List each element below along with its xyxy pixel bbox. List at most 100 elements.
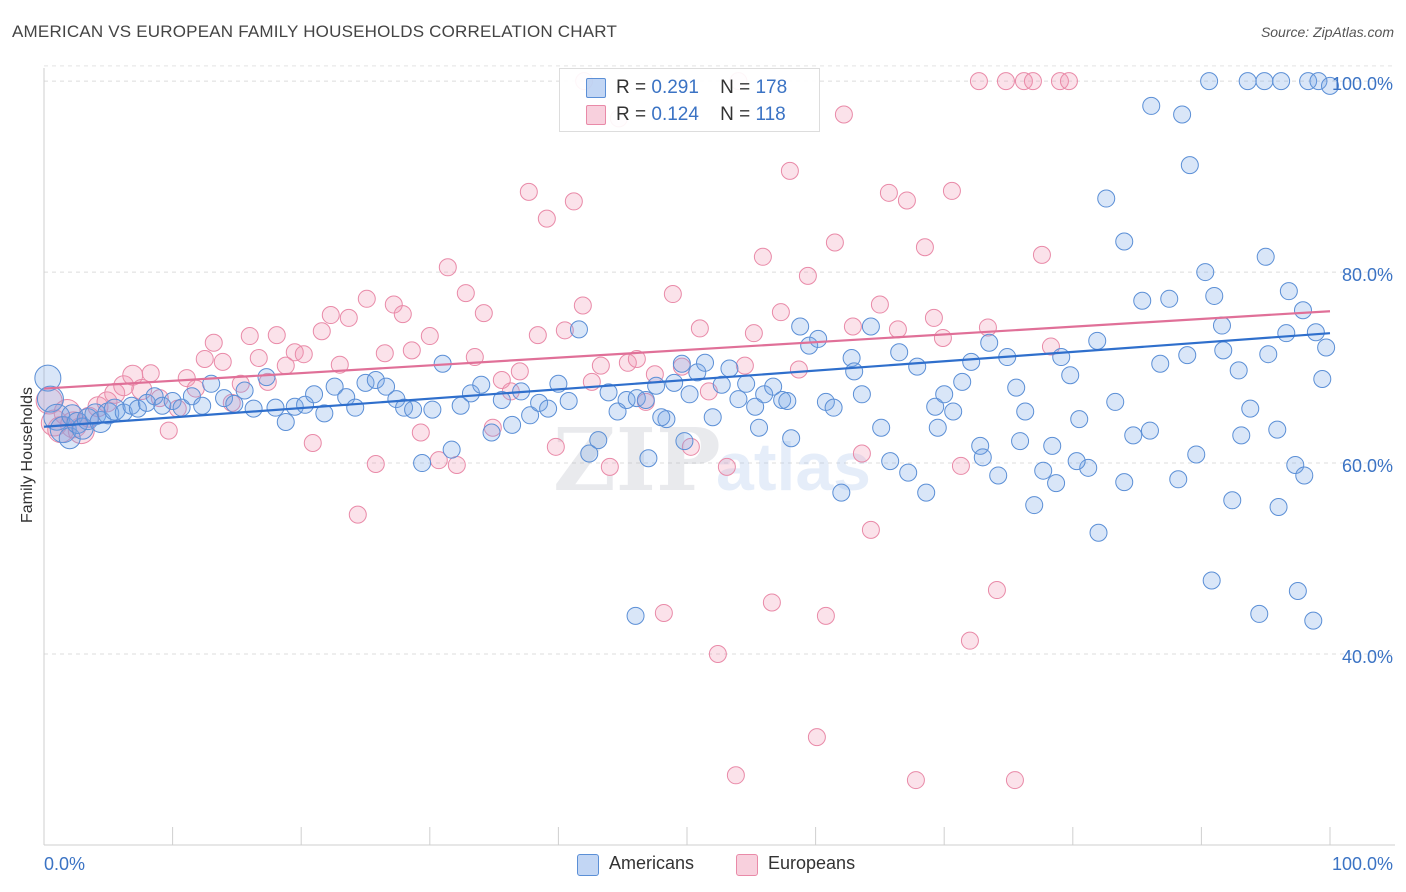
axes [43, 68, 1395, 846]
americans-point [672, 354, 691, 373]
americans-point [973, 448, 992, 467]
europeans-point [537, 209, 556, 228]
europeans-point [978, 318, 997, 337]
americans-point [636, 391, 655, 410]
europeans-point [933, 328, 952, 347]
europeans-point [654, 603, 673, 622]
europeans-point [1005, 771, 1024, 790]
europeans-point [1023, 72, 1042, 91]
europeans-point [951, 456, 970, 475]
americans-point [1317, 338, 1336, 357]
americans-point [36, 385, 64, 413]
americans-point [1196, 263, 1215, 282]
europeans-point [888, 320, 907, 339]
americans-point [153, 396, 172, 415]
europeans-point [870, 295, 889, 314]
americans-point [845, 362, 864, 381]
europeans-point [771, 303, 790, 322]
americans-point [842, 349, 861, 368]
americans-point [729, 390, 748, 409]
americans-point [791, 317, 810, 336]
y-axis-label: Family Households [19, 386, 36, 524]
americans-point [1169, 470, 1188, 489]
europeans-point [708, 645, 727, 664]
watermark-text: ZIP [553, 410, 721, 511]
americans-point [266, 398, 285, 417]
europeans-point [924, 308, 943, 327]
americans-point [750, 418, 769, 437]
americans-point [1142, 96, 1161, 115]
europeans-point [807, 728, 826, 747]
americans-swatch [586, 78, 606, 98]
europeans-point [528, 326, 547, 345]
europeans-point [510, 362, 529, 381]
americans-point [315, 404, 334, 423]
americans-point [626, 606, 645, 625]
europeans-point [996, 72, 1015, 91]
americans-point [423, 400, 442, 419]
americans-point [1277, 324, 1296, 343]
r-label: R = [616, 77, 647, 98]
americans-legend-label: Americans [609, 853, 695, 873]
europeans-point [942, 181, 961, 200]
americans-point [377, 377, 396, 396]
americans-point [935, 385, 954, 404]
americans-point [1238, 72, 1257, 91]
europeans-swatch [586, 105, 606, 125]
americans-point [652, 408, 671, 427]
americans-point [1306, 323, 1325, 342]
americans-point [1299, 72, 1318, 91]
americans-point [680, 385, 699, 404]
americans-point [1173, 105, 1192, 124]
x-tick-label: 100.0% [1332, 854, 1393, 874]
americans-point [215, 389, 234, 408]
americans-point [482, 423, 501, 442]
americans-point [852, 385, 871, 404]
americans-point [163, 391, 182, 410]
americans-point [599, 383, 618, 402]
americans-point [1097, 189, 1116, 208]
europeans-point [879, 183, 898, 202]
n-label: N = [720, 104, 751, 125]
europeans-point [366, 455, 385, 474]
europeans-point [375, 344, 394, 363]
europeans-point [762, 593, 781, 612]
americans-point [1229, 361, 1248, 380]
americans-point [703, 408, 722, 427]
americans-point [627, 389, 646, 408]
americans-point [1151, 354, 1170, 373]
americans-point [569, 320, 588, 339]
europeans-point [690, 319, 709, 338]
americans-point [1106, 392, 1125, 411]
europeans-point [195, 349, 214, 368]
europeans-point [384, 295, 403, 314]
americans-point [413, 454, 432, 473]
americans-point [1293, 301, 1312, 320]
europeans-points [35, 72, 1078, 790]
europeans-point [780, 161, 799, 180]
europeans-point [546, 437, 565, 456]
y-tick-label: 100.0% [1332, 74, 1393, 94]
americans-point [356, 373, 375, 392]
americans-point [235, 381, 254, 400]
americans-point [492, 391, 511, 410]
americans-point [1256, 247, 1275, 266]
americans-point [580, 444, 599, 463]
americans-point [1200, 72, 1219, 91]
americans-point [1115, 473, 1134, 492]
americans-point [589, 431, 608, 450]
americans-point [1047, 474, 1066, 493]
americans-point [675, 432, 694, 451]
r-label: R = [616, 104, 647, 125]
europeans-point [861, 520, 880, 539]
europeans-point [798, 266, 817, 285]
americans-point [832, 483, 851, 502]
americans-point [1279, 282, 1298, 301]
americans-point [34, 364, 62, 392]
europeans-point [348, 505, 367, 524]
americans-point [559, 391, 578, 410]
y-tick-label: 60.0% [1342, 456, 1393, 476]
europeans-point [357, 289, 376, 308]
americans-point [746, 397, 765, 416]
americans-point [782, 429, 801, 448]
